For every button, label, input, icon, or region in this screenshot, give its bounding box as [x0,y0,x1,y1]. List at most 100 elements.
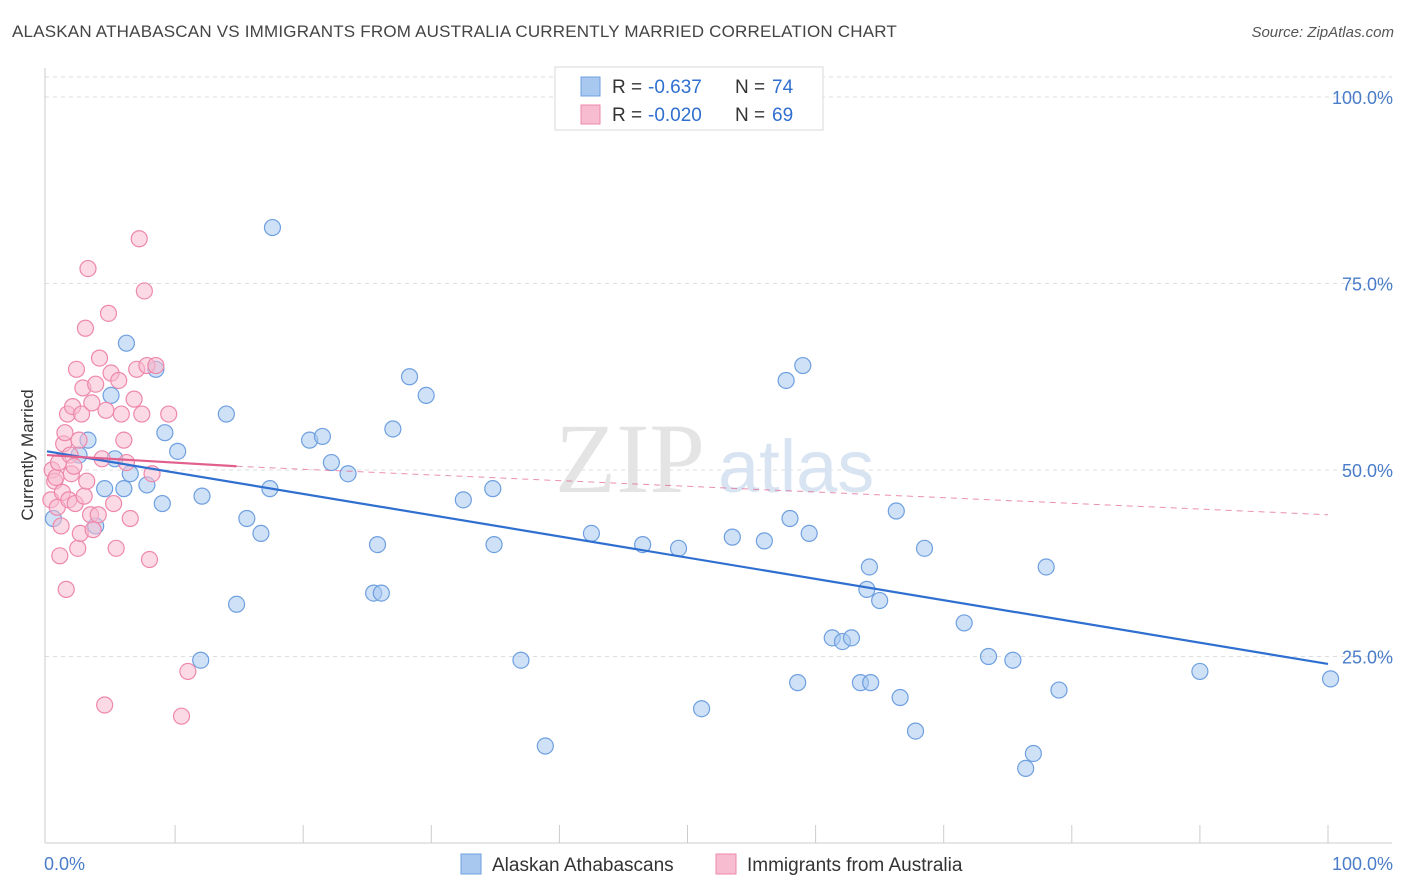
point-immigrants-australia [112,405,130,423]
x-tick-label: 0.0% [44,854,85,874]
legend-n-value: 69 [772,105,793,126]
point-alaskan-athabascans [1050,681,1068,699]
point-alaskan-athabascans [153,494,171,513]
point-immigrants-australia [140,550,159,569]
point-immigrants-australia [72,405,91,423]
point-alaskan-athabascans [536,737,554,755]
point-immigrants-australia [121,509,139,528]
point-alaskan-athabascans [454,491,472,509]
legend-swatch [460,853,482,875]
point-alaskan-athabascans [777,371,795,390]
point-immigrants-australia [78,472,96,490]
point-alaskan-athabascans [1191,662,1209,681]
point-alaskan-athabascans [781,509,799,528]
legend-label: Alaskan Athabascans [492,855,674,876]
point-alaskan-athabascans [842,629,861,647]
point-alaskan-athabascans [955,614,973,632]
point-immigrants-australia [135,282,153,300]
point-alaskan-athabascans [384,420,402,438]
point-alaskan-athabascans [96,480,114,498]
point-alaskan-athabascans [263,218,282,237]
y-tick-labels: 25.0% 50.0% 75.0% 100.0% [1332,88,1393,668]
point-immigrants-australia [69,539,87,557]
point-alaskan-athabascans [313,427,332,446]
legend-swatch [580,76,601,97]
point-alaskan-athabascans [217,405,235,423]
point-immigrants-australia [75,487,93,505]
point-alaskan-athabascans [582,524,601,543]
legend-r-value: -0.637 [648,77,702,98]
point-alaskan-athabascans [485,535,503,554]
y-tick-label: 25.0% [1342,648,1393,668]
point-alaskan-athabascans [252,524,270,543]
point-immigrants-australia [84,521,102,539]
point-alaskan-athabascans [238,509,256,528]
grid-lines [45,76,1392,657]
legend-top: R = -0.637 N = 74 R = -0.020 N = 69 [554,66,824,131]
watermark-zip: ZIP [555,403,705,514]
point-alaskan-athabascans [512,651,530,669]
legend-swatch [580,104,601,125]
point-immigrants-australia [105,494,123,513]
point-immigrants-australia [115,431,133,449]
y-tick-label: 75.0% [1342,275,1393,295]
trend-lines [46,450,1329,666]
x-tick-label: 100.0% [1332,854,1393,874]
point-alaskan-athabascans [979,647,998,666]
point-alaskan-athabascans [117,334,136,352]
point-alaskan-athabascans [484,480,502,498]
point-alaskan-athabascans [115,480,133,498]
point-alaskan-athabascans [339,465,357,483]
point-immigrants-australia [67,360,86,378]
point-alaskan-athabascans [1004,651,1022,669]
point-alaskan-athabascans [102,386,120,404]
point-immigrants-australia [57,580,75,598]
point-alaskan-athabascans [862,674,880,692]
legend-n-label: N = [735,105,765,126]
legend-n-label: N = [735,77,765,98]
point-alaskan-athabascans [227,595,246,613]
chart-title: ALASKAN ATHABASCAN VS IMMIGRANTS FROM AU… [12,22,898,41]
axes [44,68,1392,844]
legend-label: Immigrants from Australia [747,855,963,876]
point-immigrants-australia [172,707,191,725]
point-alaskan-athabascans [192,651,210,669]
trend-line-alaskan [46,450,1329,666]
legend-swatch [715,853,737,875]
point-alaskan-athabascans [871,591,889,610]
x-tick-labels: 0.0% 100.0% [44,854,1393,874]
point-alaskan-athabascans [368,535,387,554]
point-immigrants-australia [90,349,109,367]
point-alaskan-athabascans [417,386,435,404]
point-alaskan-athabascans [1017,759,1035,778]
point-alaskan-athabascans [755,532,773,550]
point-immigrants-australia [65,457,83,475]
legend-r-label: R = [612,105,642,126]
point-alaskan-athabascans [169,442,187,460]
point-alaskan-athabascans [800,524,818,543]
point-alaskan-athabascans [400,368,419,386]
point-immigrants-australia [83,394,101,412]
y-tick-label: 50.0% [1342,461,1393,481]
point-immigrants-australia [87,375,105,393]
point-immigrants-australia [107,539,125,557]
point-immigrants-australia [76,319,95,337]
point-immigrants-australia [89,506,107,524]
legend-n-value: 74 [772,77,794,98]
point-alaskan-athabascans [915,539,934,557]
point-immigrants-australia [97,401,115,419]
point-immigrants-australia [110,371,128,390]
legend-r-value: -0.020 [648,105,702,126]
point-alaskan-athabascans [1037,558,1055,576]
point-alaskan-athabascans [1024,744,1042,763]
point-alaskan-athabascans [789,674,807,692]
source-label: Source: ZipAtlas.com [1251,24,1394,41]
point-alaskan-athabascans [860,558,879,576]
point-alaskan-athabascans [1321,670,1340,688]
point-immigrants-australia [133,405,151,423]
point-alaskan-athabascans [906,722,925,740]
trend-line-australia [46,453,237,468]
point-immigrants-australia [96,696,114,714]
point-immigrants-australia [147,356,165,375]
point-alaskan-athabascans [156,424,174,442]
